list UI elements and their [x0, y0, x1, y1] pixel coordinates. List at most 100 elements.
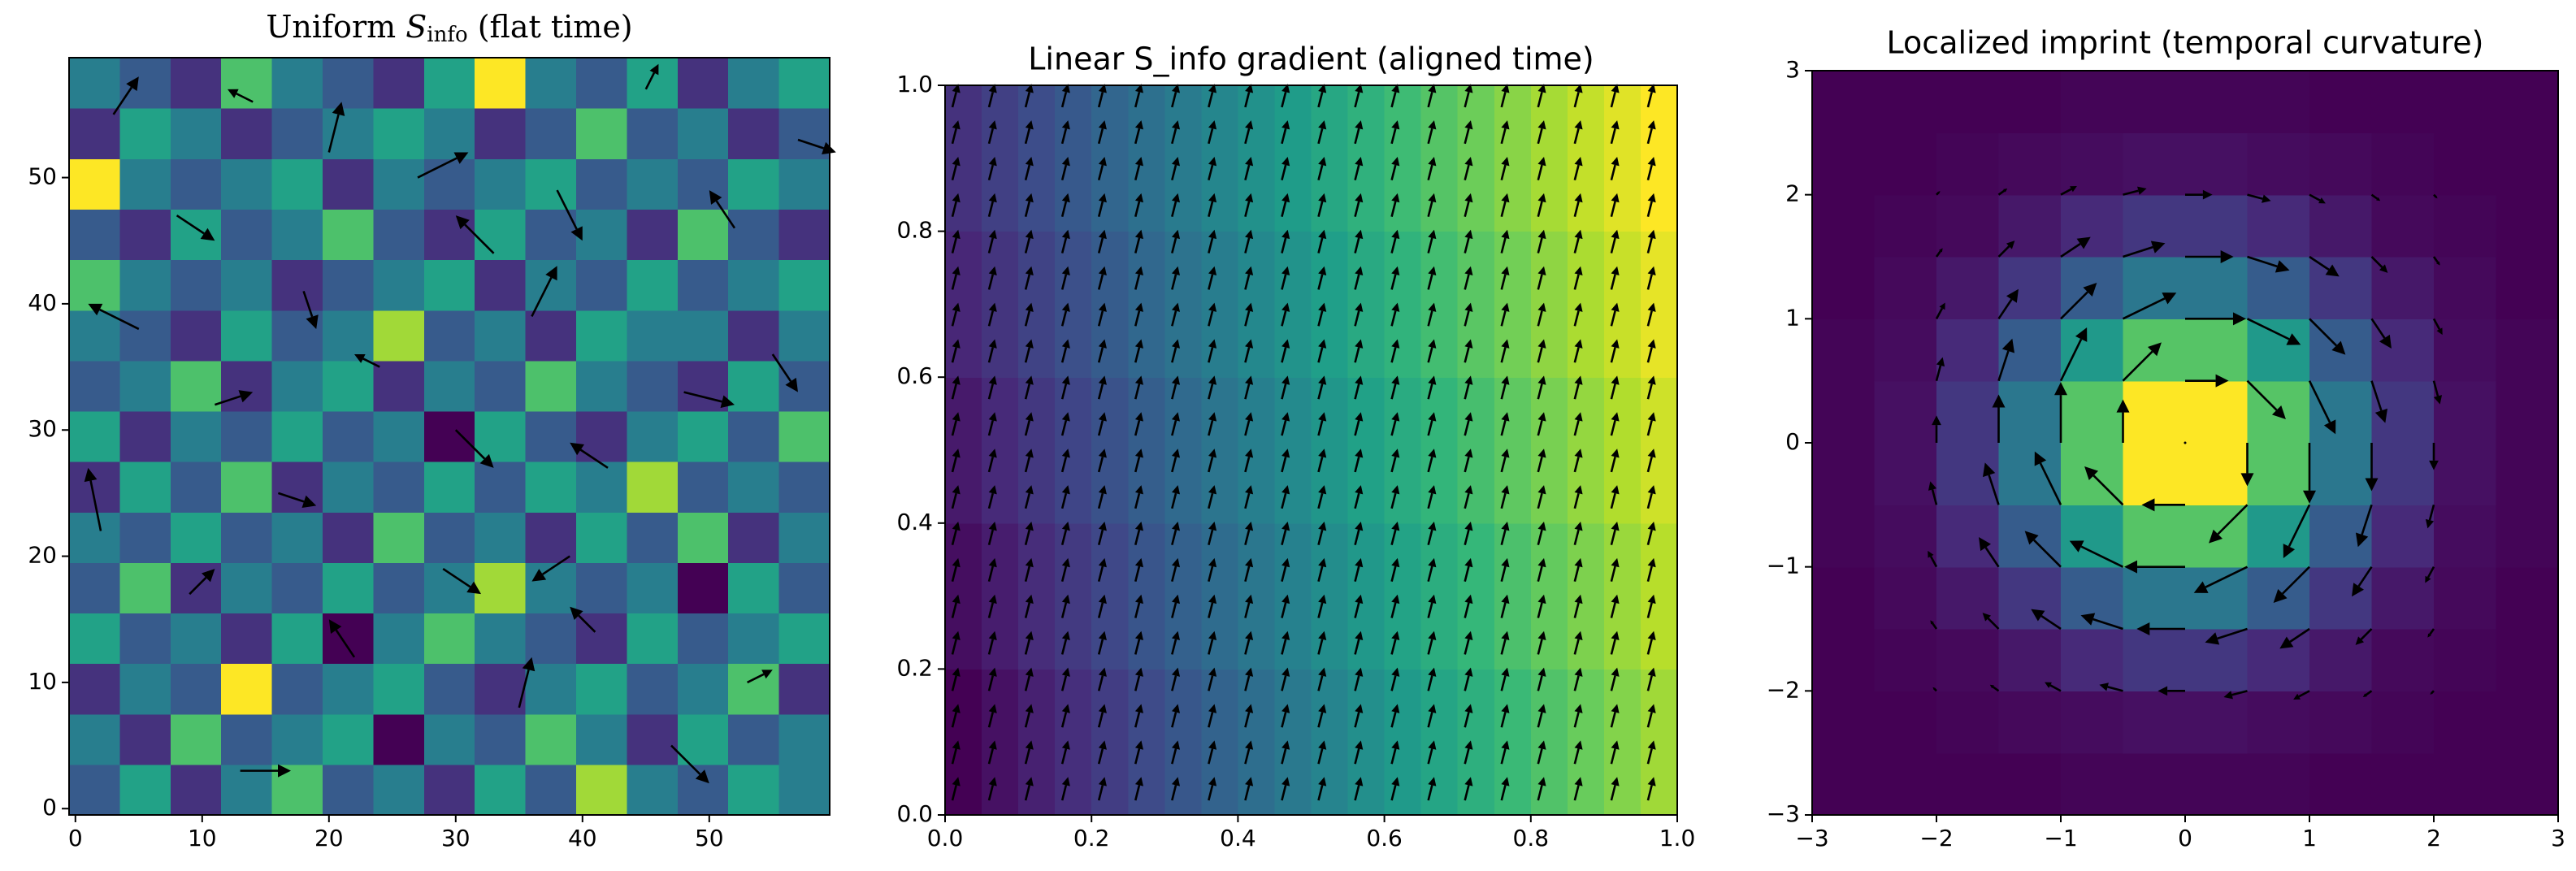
- arrow: [1244, 84, 1254, 108]
- arrow-shaft: [1390, 639, 1397, 655]
- axes-frame: [944, 84, 1678, 816]
- arrow-shaft: [1097, 492, 1104, 509]
- arrow-head: [1245, 777, 1254, 786]
- arrow-head: [1647, 193, 1656, 203]
- arrow: [1610, 302, 1620, 327]
- arrow-shaft: [1646, 492, 1653, 509]
- heatmap-cell: [982, 669, 1019, 816]
- heatmap-cell: [576, 108, 627, 159]
- arrow: [1573, 266, 1583, 290]
- heatmap-cell: [576, 259, 627, 311]
- heatmap-cell: [1998, 691, 2062, 754]
- arrow: [1317, 485, 1327, 509]
- arrow-shaft: [1354, 274, 1360, 290]
- heatmap-cell: [945, 231, 982, 378]
- arrow-shaft: [335, 629, 356, 658]
- arrow: [2246, 318, 2301, 345]
- heatmap-cell: [778, 108, 830, 159]
- arrow-head: [1318, 522, 1327, 531]
- heatmap-cell: [2061, 691, 2124, 754]
- heatmap-cell: [627, 158, 679, 210]
- heatmap-cell: [2061, 71, 2124, 133]
- heatmap-cell: [2185, 318, 2249, 382]
- arrow: [1427, 777, 1437, 801]
- arrow: [709, 190, 736, 229]
- arrow-head: [2024, 531, 2039, 545]
- arrow-shaft: [1646, 274, 1653, 290]
- arrow-shaft: [1024, 310, 1031, 327]
- arrow-head: [1208, 193, 1217, 203]
- arrow: [1427, 193, 1437, 217]
- arrow-shaft: [99, 308, 140, 331]
- arrow-head: [1537, 704, 1546, 713]
- arrow-head: [1355, 522, 1364, 531]
- arrow: [1244, 448, 1254, 473]
- arrow-head: [1355, 229, 1364, 240]
- arrow-shaft: [1134, 492, 1141, 509]
- arrow-shaft: [1171, 91, 1177, 108]
- arrow: [1390, 120, 1400, 145]
- arrow: [1537, 594, 1546, 618]
- heatmap-cell: [475, 562, 527, 614]
- arrow: [1390, 84, 1400, 108]
- arrow: [1134, 229, 1143, 254]
- arrow: [1464, 157, 1473, 181]
- heatmap-cell: [728, 764, 780, 816]
- arrow: [1171, 266, 1181, 290]
- arrow: [1427, 375, 1437, 400]
- arrow-head: [952, 704, 961, 713]
- arrow: [328, 619, 356, 658]
- heatmap-cell: [525, 310, 577, 362]
- arrow-shaft: [1281, 201, 1287, 217]
- arrow-shaft: [1537, 128, 1543, 145]
- arrow-head: [1992, 394, 2006, 408]
- arrow-head: [1061, 84, 1070, 93]
- arrow-head: [1464, 375, 1473, 385]
- arrow-head: [1061, 302, 1070, 312]
- arrow: [951, 120, 961, 145]
- arrow-head: [1025, 777, 1034, 786]
- arrow-head: [1391, 193, 1400, 203]
- arrow-shaft: [1646, 128, 1653, 145]
- arrow-head: [1245, 302, 1254, 312]
- arrow-shaft: [1500, 128, 1507, 145]
- heatmap-cell: [2309, 691, 2373, 754]
- heatmap-cell: [2371, 505, 2435, 568]
- arrow: [1500, 522, 1510, 546]
- heatmap-cell: [69, 259, 120, 311]
- arrow-head: [1391, 157, 1400, 167]
- heatmap-cell: [475, 310, 527, 362]
- arrow: [1024, 193, 1034, 217]
- arrow: [1354, 740, 1364, 765]
- arrow: [1208, 522, 1217, 546]
- arrow-shaft: [1024, 602, 1031, 618]
- arrow: [987, 157, 997, 181]
- arrow: [1427, 157, 1437, 181]
- arrow-shaft: [1573, 91, 1580, 108]
- heatmap-cell: [1201, 522, 1238, 670]
- arrow: [2370, 380, 2388, 423]
- arrow-head: [1501, 594, 1510, 604]
- arrow-shaft: [1646, 748, 1653, 765]
- arrow-head: [1464, 339, 1473, 349]
- arrow: [1610, 120, 1620, 145]
- heatmap-cell: [1936, 194, 2000, 258]
- heatmap-cell: [1998, 443, 2062, 505]
- arrow-shaft: [1281, 785, 1287, 801]
- arrow-head: [1318, 375, 1327, 385]
- arrow-shaft: [1500, 91, 1507, 108]
- heatmap-cell: [423, 562, 475, 614]
- arrow-shaft: [1610, 785, 1616, 801]
- arrow-shaft: [2282, 566, 2310, 595]
- arrow-head: [1428, 193, 1437, 203]
- arrow-head: [1134, 448, 1143, 458]
- arrow: [417, 152, 469, 179]
- arrow: [1610, 594, 1620, 618]
- arrow-head: [1061, 120, 1070, 130]
- arrow: [1573, 448, 1583, 473]
- arrow-head: [1318, 448, 1327, 458]
- arrow-shaft: [1024, 492, 1031, 509]
- arrow-head: [1061, 594, 1070, 604]
- arrow-head: [1355, 193, 1364, 203]
